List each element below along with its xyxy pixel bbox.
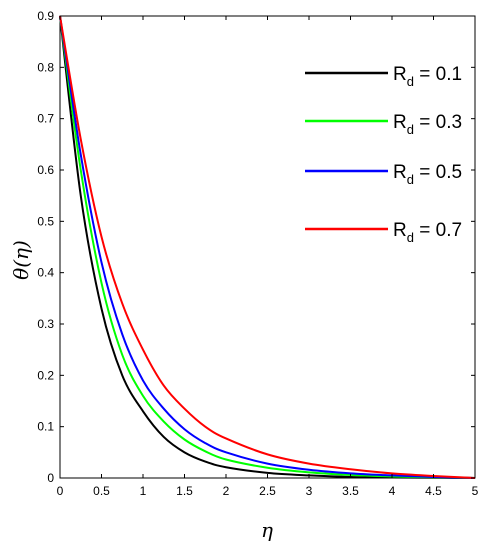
x-tick-label: 0.5 <box>93 484 110 498</box>
y-tick-label: 0.2 <box>37 368 54 382</box>
legend-symbol: R <box>393 162 407 183</box>
series-line-2 <box>59 15 476 479</box>
legend-label-3: Rd = 0.7 <box>393 220 462 245</box>
x-tick-label: 0 <box>57 484 64 498</box>
legend-subscript: d <box>407 122 414 137</box>
axis-ticks: 0 0.5 1 1.5 2 2.5 3 3.5 4 4.5 5 0 0.1 0.2 0.3 0.4 0.5 0.6… <box>37 9 478 498</box>
legend-value: = 0.7 <box>414 220 462 241</box>
y-tick-label: 0.3 <box>37 317 54 331</box>
x-axis-label: η <box>261 518 273 542</box>
legend: Rd = 0.1Rd = 0.3Rd = 0.5Rd = 0.7 <box>305 64 462 245</box>
legend-label-2: Rd = 0.5 <box>393 162 462 187</box>
x-tick-label: 1 <box>140 484 147 498</box>
y-tick-label: 0.1 <box>37 420 54 434</box>
legend-label-1: Rd = 0.3 <box>393 112 462 137</box>
x-tick-label: 5 <box>472 484 479 498</box>
x-tick-label: 4.5 <box>425 484 442 498</box>
legend-subscript: d <box>407 230 414 245</box>
x-tick-label: 2.5 <box>259 484 276 498</box>
legend-subscript: d <box>407 172 414 187</box>
legend-value: = 0.5 <box>414 162 462 183</box>
x-tick-label: 3 <box>306 484 313 498</box>
y-tick-label: 0.8 <box>37 60 54 74</box>
legend-symbol: R <box>393 220 407 241</box>
x-tick-label: 3.5 <box>342 484 359 498</box>
legend-value: = 0.1 <box>414 64 462 85</box>
y-tick-label: 0.9 <box>37 9 54 23</box>
y-tick-label: 0.7 <box>37 112 54 126</box>
series-line-1 <box>59 15 476 479</box>
legend-value: = 0.3 <box>414 112 462 133</box>
y-tick-label: 0.5 <box>37 214 54 228</box>
series-line-3 <box>59 15 476 479</box>
x-tick-label: 1.5 <box>176 484 193 498</box>
y-tick-label: 0 <box>47 471 54 485</box>
x-tick-label: 2 <box>223 484 230 498</box>
y-axis-label: θ(η) <box>9 240 33 280</box>
legend-label-0: Rd = 0.1 <box>393 64 462 89</box>
series-line-0 <box>59 15 476 479</box>
y-tick-label: 0.4 <box>37 266 54 280</box>
legend-subscript: d <box>407 74 414 89</box>
x-tick-label: 4 <box>389 484 396 498</box>
legend-symbol: R <box>393 64 407 85</box>
y-tick-label: 0.6 <box>37 163 54 177</box>
legend-symbol: R <box>393 112 407 133</box>
